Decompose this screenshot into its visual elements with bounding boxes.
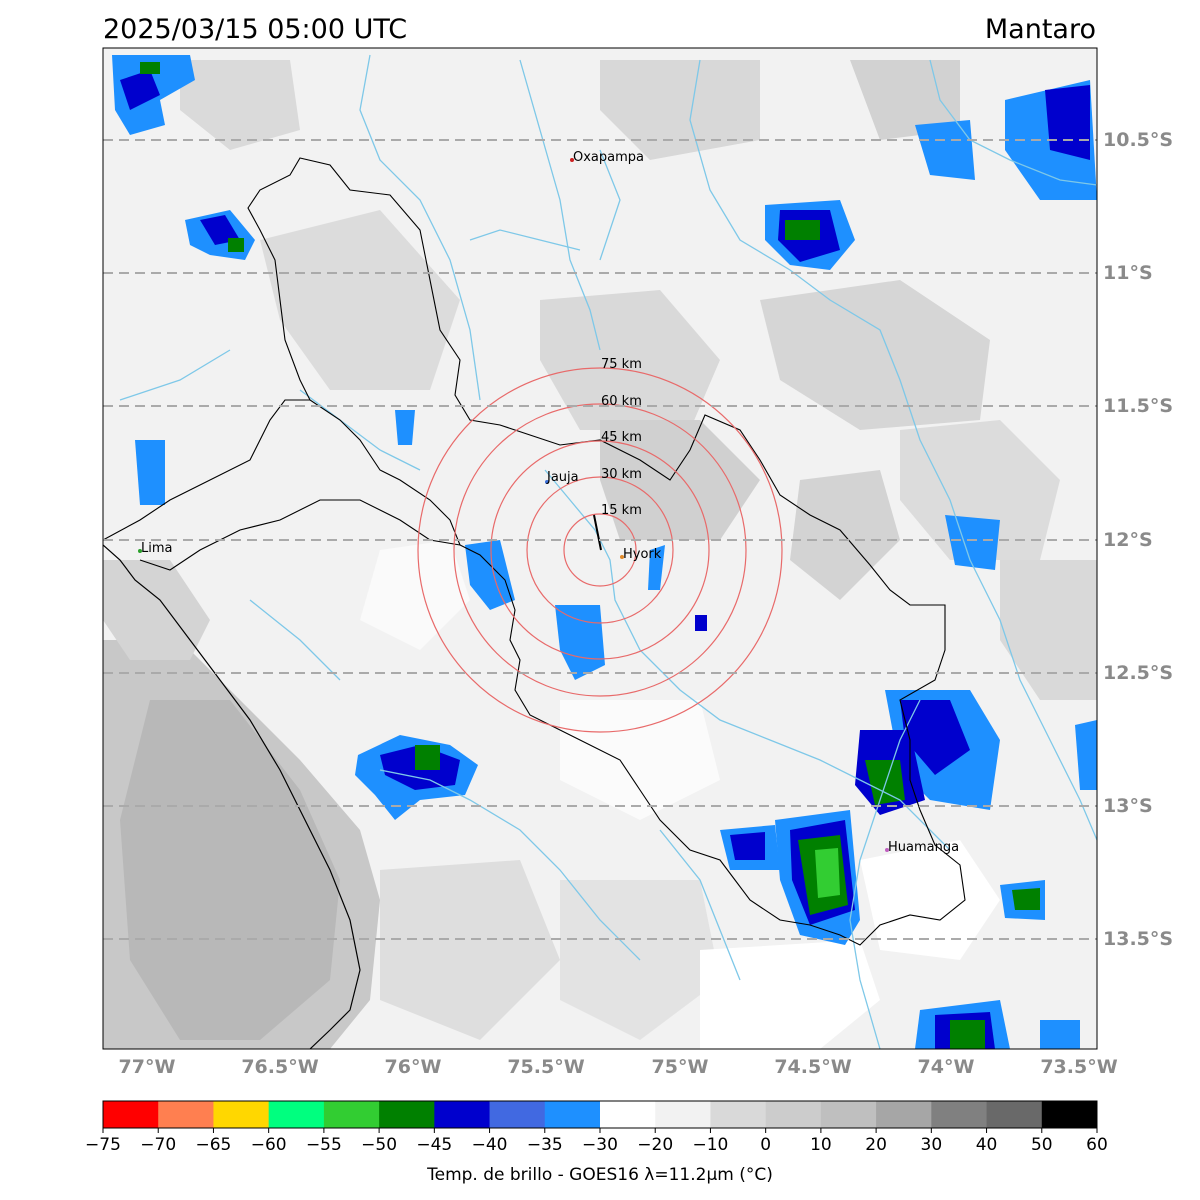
colorbar-segment: [544, 1101, 601, 1128]
colorbar-tick-label: −65: [195, 1135, 231, 1155]
lat-label-13-5s: 13.5°S: [1103, 928, 1173, 950]
colorbar-tick-label: −70: [140, 1135, 176, 1155]
satellite-image: [103, 48, 1097, 1049]
radar-beam-line: [593, 514, 602, 551]
colorbar-tick-label: 30: [921, 1135, 943, 1155]
ring-label-45km: 45 km: [601, 430, 642, 445]
latitude-gridlines: [103, 139, 1097, 940]
colorbar-segment: [931, 1101, 988, 1128]
lon-label-74w: 74°W: [918, 1056, 975, 1078]
colorbar-segment: [158, 1101, 214, 1128]
map-frame: [102, 47, 1098, 1050]
colorbar-tick-label: −55: [306, 1135, 342, 1155]
colorbar-tick-label: 40: [976, 1135, 998, 1155]
regional-border-west: [103, 399, 461, 571]
lat-label-10-5s: 10.5°S: [1103, 129, 1173, 151]
city-label-hyork: Hyork: [623, 547, 662, 562]
colorbar-tick-label: 10: [810, 1135, 832, 1155]
colorbar-tick-label: −35: [527, 1135, 563, 1155]
city-marker-jauja: [545, 480, 549, 484]
colorbar-segment: [489, 1101, 546, 1128]
colorbar-tick-label: −60: [251, 1135, 287, 1155]
city-marker-hyork: [620, 555, 624, 559]
colorbar-segment: [710, 1101, 767, 1128]
colorbar-segment: [876, 1101, 932, 1128]
colorbar-segment: [323, 1101, 380, 1128]
colorbar-segment: [986, 1101, 1043, 1128]
colorbar-label: Temp. de brillo - GOES16 λ=11.2μm (°C): [426, 1165, 773, 1185]
lat-label-12s: 12°S: [1103, 529, 1153, 551]
city-marker-lima: [138, 549, 142, 553]
map-title-time: 2025/03/15 05:00 UTC: [103, 14, 408, 45]
lat-label-11s: 11°S: [1103, 262, 1153, 284]
map-title-region: Mantaro: [984, 14, 1096, 45]
colorbar-tick-label: 50: [1031, 1135, 1053, 1155]
colorbar-tick-label: 60: [1086, 1135, 1108, 1155]
colorbar-segment: [434, 1101, 491, 1128]
city-marker-oxapampa: [570, 158, 574, 162]
rivers: [119, 54, 1097, 1049]
colorbar: −75 −70 −65 −60 −55 −50 −45 −40 −35 −30 −20 −10 0 10 2…: [85, 1100, 1108, 1155]
ring-label-30km: 30 km: [601, 467, 642, 482]
city-label-huamanga: Huamanga: [888, 840, 959, 855]
cold-cloud-top-w: [135, 210, 255, 505]
colorbar-segment: [820, 1101, 877, 1128]
ring-label-60km: 60 km: [601, 394, 642, 409]
cold-cloud-top-central: [395, 410, 707, 680]
lon-label-73-5w: 73.5°W: [1040, 1056, 1117, 1078]
colorbar-segment: [213, 1101, 270, 1128]
coastline: [103, 544, 361, 1049]
colorbar-tick-label: 0: [760, 1135, 771, 1155]
colorbar-segment: [103, 1101, 159, 1128]
colorbar-segment: [379, 1101, 435, 1128]
colorbar-tick-label: −30: [582, 1135, 618, 1155]
lon-label-76w: 76°W: [385, 1056, 442, 1078]
colorbar-segment: [268, 1101, 325, 1128]
lon-label-75w: 75°W: [652, 1056, 709, 1078]
cold-cloud-top-se: [720, 690, 1097, 1049]
ring-label-15km: 15 km: [601, 503, 642, 518]
city-marker-huamanga: [885, 848, 889, 852]
lon-label-75-5w: 75.5°W: [507, 1056, 584, 1078]
lat-label-12-5s: 12.5°S: [1103, 662, 1173, 684]
city-label-jauja: Jauja: [546, 470, 579, 485]
colorbar-segment: [1041, 1101, 1098, 1128]
colorbar-segment: [655, 1101, 711, 1128]
lon-label-77w: 77°W: [119, 1056, 176, 1078]
cold-cloud-top-nw: [112, 55, 195, 135]
lon-label-74-5w: 74.5°W: [774, 1056, 851, 1078]
colorbar-tick-label: 20: [865, 1135, 887, 1155]
lat-label-11-5s: 11.5°S: [1103, 395, 1173, 417]
ring-label-75km: 75 km: [601, 357, 642, 372]
lon-label-76-5w: 76.5°W: [241, 1056, 318, 1078]
colorbar-tick-label: −75: [85, 1135, 121, 1155]
lat-label-13s: 13°S: [1103, 795, 1153, 817]
colorbar-tick-label: −40: [472, 1135, 508, 1155]
range-rings: [417, 367, 783, 733]
city-label-oxapampa: Oxapampa: [573, 150, 644, 165]
colorbar-segment: [765, 1101, 822, 1128]
colorbar-tick-label: −20: [637, 1135, 673, 1155]
colorbar-tick-label: −10: [692, 1135, 728, 1155]
colorbar-tick-label: −45: [416, 1135, 452, 1155]
colorbar-tick-label: −50: [361, 1135, 397, 1155]
city-label-lima: Lima: [141, 541, 172, 556]
colorbar-segment: [600, 1101, 656, 1128]
